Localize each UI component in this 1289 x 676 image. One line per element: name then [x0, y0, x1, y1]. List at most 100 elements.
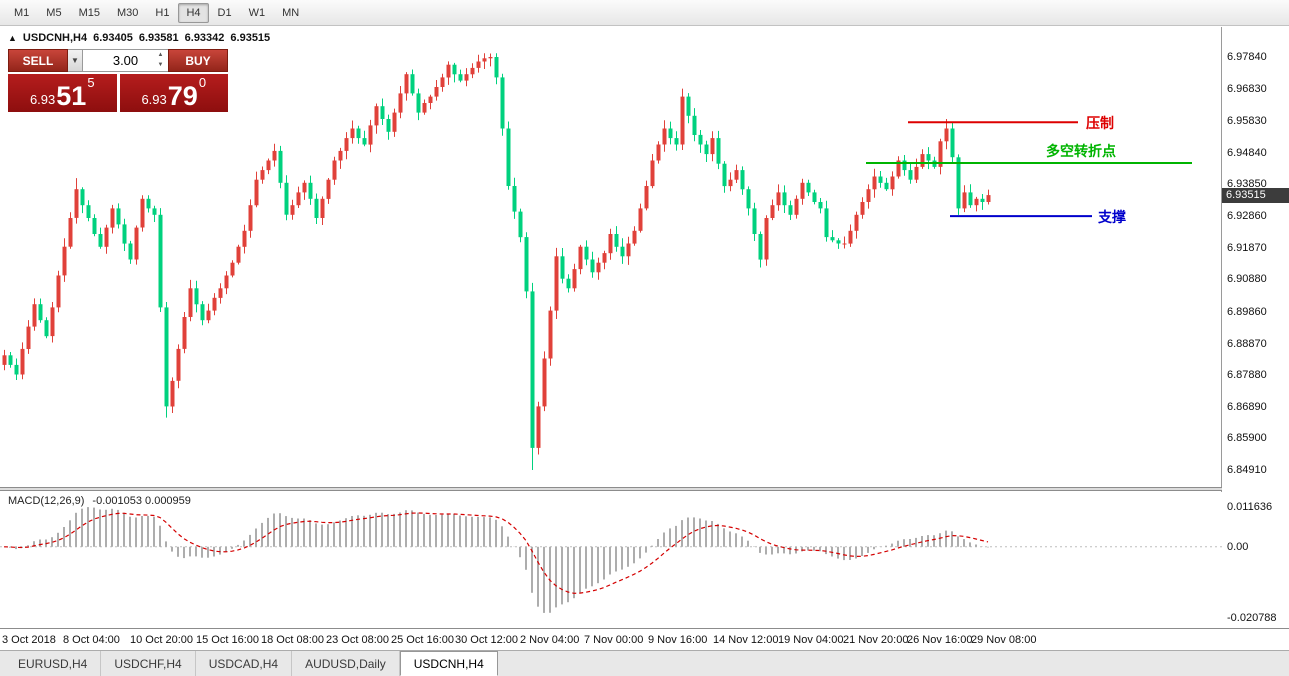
candle — [170, 377, 175, 413]
time-axis-label: 25 Oct 16:00 — [391, 634, 454, 646]
macd-indicator-title: MACD(12,26,9) -0.001053 0.000959 — [8, 495, 191, 507]
price-axis-label: 6.93850 — [1227, 178, 1267, 190]
candle — [626, 236, 631, 265]
macd-values-text: -0.001053 0.000959 — [92, 495, 191, 507]
time-axis-label: 7 Nov 00:00 — [584, 634, 644, 646]
time-axis-label: 18 Oct 08:00 — [261, 634, 324, 646]
timeframe-button-h4[interactable]: H4 — [178, 2, 209, 23]
indicator-window-separator[interactable] — [0, 487, 1222, 491]
candle — [554, 247, 559, 319]
candle — [356, 125, 361, 144]
timeframe-button-m30[interactable]: M30 — [109, 3, 146, 23]
volume-dropdown-button[interactable]: ▼ — [68, 49, 83, 72]
candle — [470, 63, 475, 79]
candle — [302, 180, 307, 200]
candle — [452, 62, 457, 83]
candle — [608, 228, 613, 260]
timeframe-button-m1[interactable]: M1 — [6, 3, 37, 23]
candle — [512, 177, 517, 219]
symbol-tab-usdcnh[interactable]: USDCNH,H4 — [399, 651, 498, 676]
candle — [242, 224, 247, 254]
price-axis-label: 6.94840 — [1227, 147, 1267, 159]
candle — [20, 342, 25, 380]
candle — [776, 184, 781, 211]
macd-axis-label: 0.00 — [1227, 541, 1249, 553]
candle — [818, 198, 823, 214]
price-axis-label: 6.95830 — [1227, 115, 1267, 127]
timeframe-button-w1[interactable]: W1 — [241, 3, 274, 23]
candle — [530, 282, 535, 470]
buy-price-display[interactable]: 6.93 79 0 — [119, 74, 228, 112]
volume-input[interactable]: 3.00 ▲ ▼ — [83, 49, 168, 72]
symbol-tab-audusd[interactable]: AUDUSD,Daily — [292, 651, 400, 676]
candle — [980, 194, 985, 210]
candle — [188, 279, 193, 322]
resistance-label[interactable]: 压制 — [1086, 115, 1114, 131]
candle — [236, 244, 241, 265]
volume-up-button[interactable]: ▲ — [157, 52, 164, 58]
timeframe-button-h1[interactable]: H1 — [147, 3, 177, 23]
symbol-tab-usdchf[interactable]: USDCHF,H4 — [101, 651, 196, 676]
candle — [758, 231, 763, 268]
candle — [164, 302, 169, 418]
candle — [38, 298, 43, 323]
candle — [728, 172, 733, 192]
time-axis[interactable]: 3 Oct 2018 8 Oct 04:00 10 Oct 20:00 15 Oct … — [0, 628, 1289, 650]
candle — [374, 103, 379, 134]
time-axis-label: 29 Nov 08:00 — [971, 634, 1037, 646]
time-axis-label: 3 Oct 2018 — [2, 634, 56, 646]
time-axis-label: 23 Oct 08:00 — [326, 634, 389, 646]
candle — [128, 240, 133, 264]
candle — [422, 99, 427, 115]
sell-price-display[interactable]: 6.93 51 5 — [8, 74, 117, 112]
candle — [860, 197, 865, 219]
candle — [572, 263, 577, 292]
candle — [50, 302, 55, 343]
timeframe-button-m15[interactable]: M15 — [71, 3, 108, 23]
candle — [152, 205, 157, 222]
candle — [590, 251, 595, 278]
volume-value: 3.00 — [112, 53, 139, 68]
candle — [2, 349, 7, 371]
candle — [404, 72, 409, 101]
candle — [800, 178, 805, 205]
symbol-tab-usdcad[interactable]: USDCAD,H4 — [196, 651, 293, 676]
chevron-down-icon: ▼ — [71, 56, 79, 65]
support-label[interactable]: 支撑 — [1098, 209, 1126, 225]
time-axis-label: 30 Oct 12:00 — [455, 634, 518, 646]
candle — [656, 141, 661, 164]
candle — [566, 274, 571, 293]
time-axis-label: 19 Nov 04:00 — [778, 634, 844, 646]
macd-axis-label: -0.020788 — [1227, 612, 1277, 624]
timeframe-button-m5[interactable]: M5 — [38, 3, 69, 23]
candle — [224, 271, 229, 295]
candle — [116, 203, 121, 229]
candle — [872, 168, 877, 198]
candle — [44, 317, 49, 339]
candle — [380, 98, 385, 125]
candle — [248, 199, 253, 238]
price-axis-label: 6.85900 — [1227, 432, 1267, 444]
volume-down-button[interactable]: ▼ — [157, 62, 164, 68]
price-axis-label: 6.97840 — [1227, 51, 1267, 63]
time-axis-label: 26 Nov 16:00 — [907, 634, 973, 646]
symbol-tab-eurusd[interactable]: EURUSD,H4 — [5, 651, 102, 676]
candle — [680, 88, 685, 150]
pivot-label[interactable]: 多空转折点 — [1046, 143, 1116, 159]
macd-indicator-chart[interactable] — [0, 492, 1222, 628]
one-click-toggle-icon[interactable]: ▲ — [8, 33, 17, 43]
candle — [824, 200, 829, 242]
candle — [92, 214, 97, 237]
candle — [752, 202, 757, 241]
sell-button[interactable]: SELL — [8, 49, 68, 72]
timeframe-button-d1[interactable]: D1 — [210, 3, 240, 23]
timeframe-button-mn[interactable]: MN — [274, 3, 307, 23]
candle — [662, 120, 667, 152]
candle — [578, 244, 583, 275]
candle — [308, 175, 313, 205]
time-axis-label: 14 Nov 12:00 — [713, 634, 779, 646]
buy-button[interactable]: BUY — [168, 49, 228, 72]
time-axis-label: 10 Oct 20:00 — [130, 634, 193, 646]
candle — [332, 156, 337, 185]
candle — [446, 61, 451, 85]
